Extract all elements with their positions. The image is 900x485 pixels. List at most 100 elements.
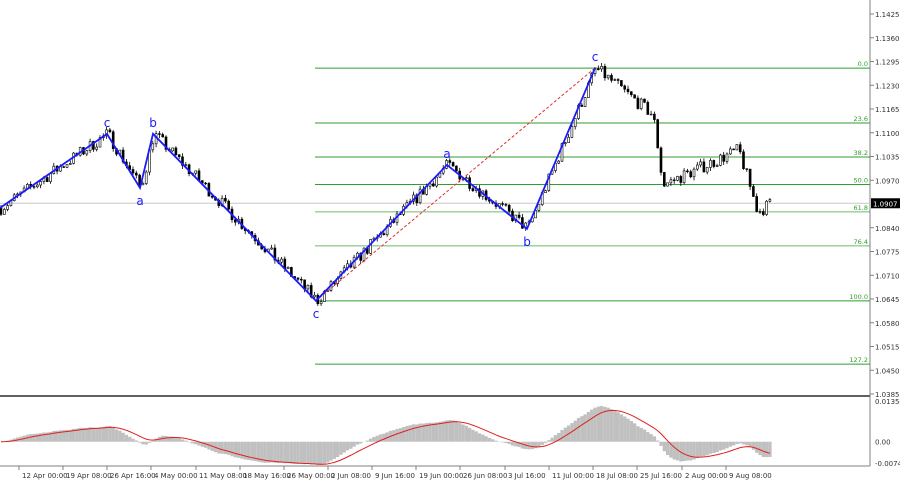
candle-body	[544, 190, 547, 193]
histogram-bar	[741, 441, 746, 445]
histogram-bar	[623, 416, 627, 442]
histogram-bar	[494, 440, 498, 442]
candle-body	[765, 200, 768, 215]
histogram-bar	[342, 441, 346, 453]
histogram-bar	[91, 427, 96, 442]
histogram-bar	[517, 441, 521, 448]
candle-body	[676, 176, 679, 181]
candle-body	[682, 170, 686, 183]
histogram-bar	[718, 441, 723, 451]
histogram-bar	[514, 441, 518, 447]
candle-body	[719, 154, 722, 166]
histogram-bar	[616, 412, 620, 442]
candle-body	[666, 182, 669, 187]
candle-body	[144, 171, 148, 184]
candle-body	[725, 153, 729, 162]
candle-body	[761, 211, 765, 215]
candle-body	[570, 126, 574, 138]
histogram-bar	[702, 441, 706, 457]
time-tick-label: 26 Jun 08:00	[463, 472, 507, 480]
histogram-bar	[309, 441, 313, 465]
candle-body	[567, 136, 570, 143]
histogram-bar	[593, 407, 597, 442]
price-tick-label: 1.1425	[875, 11, 900, 19]
histogram-bar	[708, 441, 713, 454]
candle-body	[573, 118, 577, 127]
price-tick-label: 1.0580	[875, 320, 900, 328]
histogram-bar	[547, 440, 551, 442]
histogram-bar	[679, 441, 683, 462]
candle-body	[699, 161, 702, 166]
time-tick-label: 18 May 16:00	[243, 472, 291, 480]
histogram-bar	[128, 436, 132, 442]
histogram-bar	[428, 422, 432, 442]
histogram-bar	[501, 441, 505, 443]
histogram-bar	[32, 433, 36, 442]
candle-body	[580, 104, 584, 107]
candle-body	[517, 214, 521, 218]
candle-body	[689, 171, 693, 178]
histogram-bar	[438, 421, 442, 442]
histogram-bar	[461, 424, 465, 442]
histogram-bar	[250, 441, 254, 461]
histogram-bar	[649, 434, 653, 442]
histogram-bar	[692, 441, 696, 460]
candle-body	[0, 207, 3, 215]
histogram-bar	[685, 441, 690, 461]
time-tick-label: 9 Aug 08:00	[729, 472, 772, 480]
candle-body	[626, 88, 630, 92]
candle-body	[158, 133, 161, 135]
histogram-bar	[596, 406, 600, 442]
histogram-bar	[217, 441, 221, 454]
candle-body	[712, 160, 716, 167]
candle-body	[286, 267, 290, 269]
candle-body	[204, 182, 207, 185]
histogram-bar	[652, 436, 657, 442]
histogram-bar	[303, 441, 307, 465]
histogram-bar	[520, 441, 525, 449]
histogram-bar	[675, 441, 680, 461]
candle-body	[620, 80, 623, 87]
histogram-bar	[553, 435, 558, 442]
time-tick-label: 26 May 00:00	[287, 472, 335, 480]
histogram-bar	[197, 441, 201, 446]
candle-body	[521, 217, 524, 229]
time-tick-label: 11 Jul 00:00	[552, 472, 594, 480]
histogram-bar	[279, 441, 284, 463]
candle-body	[679, 176, 683, 183]
histogram-bar	[339, 441, 343, 455]
histogram-bar	[273, 441, 277, 463]
candle-body	[709, 160, 712, 168]
histogram-bar	[504, 441, 508, 444]
histogram-bar	[510, 441, 515, 446]
histogram-bar	[662, 441, 666, 452]
histogram-bar	[293, 441, 297, 464]
histogram-bar	[728, 441, 732, 447]
histogram-bar	[35, 433, 39, 442]
histogram-bar	[167, 436, 171, 442]
price-tick-label: 1.0775	[875, 249, 900, 257]
histogram-bar	[200, 441, 204, 447]
candle-body	[448, 160, 452, 163]
histogram-bar	[260, 441, 264, 463]
histogram-bar	[283, 441, 287, 464]
price-tick-label: 1.0840	[875, 225, 900, 233]
candle-body	[686, 170, 689, 173]
candle-body	[177, 154, 181, 158]
histogram-bar	[352, 441, 356, 447]
histogram-bar	[398, 428, 402, 442]
histogram-bar	[42, 432, 46, 442]
wave-lines	[0, 67, 596, 303]
histogram-bar	[52, 430, 56, 442]
fib-level-label: 23.6	[854, 115, 868, 123]
histogram-bar	[227, 441, 231, 455]
histogram-bar	[471, 429, 475, 442]
histogram-bar	[359, 441, 363, 444]
histogram-bar	[114, 429, 119, 442]
histogram-bar	[642, 429, 647, 442]
candle-body	[464, 177, 468, 180]
histogram-bar	[712, 441, 716, 453]
histogram-bar	[230, 441, 234, 457]
histogram-bar	[296, 441, 300, 464]
